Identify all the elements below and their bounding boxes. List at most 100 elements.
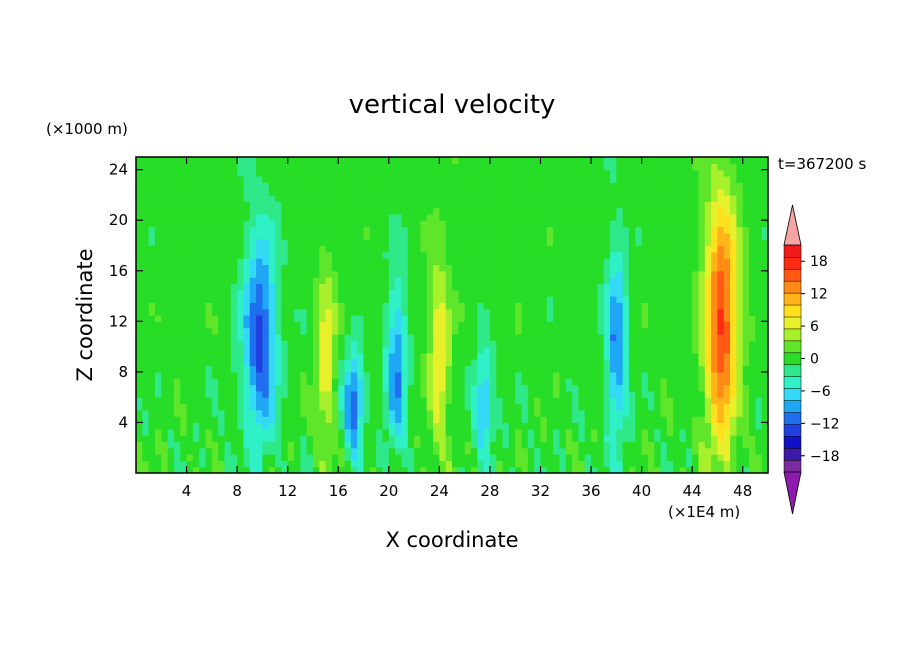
- field-cell: [521, 182, 529, 190]
- field-cell: [357, 213, 365, 221]
- field-cell: [439, 441, 447, 449]
- field-cell: [527, 277, 535, 284]
- field-cell: [723, 289, 731, 297]
- field-cell: [205, 409, 213, 417]
- field-cell: [521, 220, 529, 228]
- field-cell: [489, 201, 497, 209]
- field-cell: [685, 333, 693, 341]
- field-cell: [546, 384, 554, 392]
- field-cell: [527, 232, 535, 240]
- field-cell: [306, 390, 314, 398]
- field-cell: [464, 333, 472, 341]
- field-cell: [673, 327, 681, 335]
- field-cell: [262, 308, 270, 316]
- field-cell: [483, 283, 491, 291]
- field-cell: [673, 390, 681, 398]
- field-cell: [224, 296, 232, 303]
- field-cell: [369, 188, 377, 196]
- field-cell: [711, 340, 719, 348]
- field-cell: [685, 397, 693, 405]
- field-cell: [211, 302, 219, 310]
- field-cell: [572, 251, 579, 259]
- field-cell: [761, 220, 768, 228]
- field-cell: [148, 296, 156, 303]
- field-cell: [730, 239, 737, 247]
- field-cell: [306, 213, 314, 221]
- field-cell: [180, 416, 188, 424]
- field-cell: [723, 416, 731, 424]
- field-cell: [660, 213, 668, 221]
- field-cell: [742, 315, 750, 322]
- field-cell: [136, 232, 143, 240]
- field-cell: [237, 169, 245, 177]
- field-cell: [167, 384, 175, 392]
- field-cell: [319, 258, 327, 266]
- field-cell: [268, 359, 276, 367]
- field-cell: [243, 207, 251, 215]
- field-cell: [249, 245, 257, 253]
- field-cell: [186, 232, 194, 240]
- field-cell: [363, 302, 371, 310]
- field-cell: [199, 454, 207, 461]
- field-cell: [173, 258, 181, 266]
- field-cell: [559, 283, 567, 291]
- field-cell: [698, 409, 706, 417]
- field-cell: [173, 226, 181, 234]
- field-cell: [426, 397, 434, 405]
- field-cell: [382, 441, 390, 449]
- field-cell: [357, 194, 365, 202]
- field-cell: [521, 441, 529, 449]
- field-cell: [388, 264, 396, 272]
- field-cell: [338, 220, 346, 228]
- field-cell: [262, 390, 270, 398]
- field-cell: [148, 460, 156, 468]
- field-cell: [730, 315, 737, 322]
- field-cell: [610, 454, 617, 461]
- field-cell: [591, 352, 598, 360]
- field-cell: [142, 251, 150, 259]
- field-cell: [180, 302, 188, 310]
- field-cell: [136, 315, 143, 322]
- field-cell: [300, 251, 308, 259]
- field-cell: [180, 213, 188, 221]
- field-cell: [154, 435, 162, 442]
- field-cell: [426, 194, 434, 202]
- field-cell: [237, 194, 245, 202]
- field-cell: [628, 175, 636, 183]
- field-cell: [414, 283, 421, 291]
- field-cell: [603, 264, 611, 272]
- field-cell: [692, 201, 700, 209]
- field-cell: [736, 416, 744, 424]
- field-cell: [477, 340, 485, 348]
- field-cell: [654, 416, 662, 424]
- field-cell: [426, 359, 434, 367]
- field-cell: [534, 397, 542, 405]
- field-cell: [489, 283, 497, 291]
- field-cell: [338, 277, 346, 284]
- field-cell: [363, 384, 371, 392]
- field-cell: [148, 175, 156, 183]
- field-cell: [433, 352, 440, 360]
- field-cell: [616, 163, 624, 171]
- field-cell: [275, 321, 282, 329]
- field-cell: [294, 340, 301, 348]
- field-cell: [376, 327, 384, 335]
- field-cell: [730, 264, 737, 272]
- field-cell: [256, 220, 263, 228]
- field-cell: [350, 409, 358, 417]
- field-cell: [180, 384, 188, 392]
- field-cell: [211, 207, 219, 215]
- field-cell: [578, 163, 586, 171]
- field-cell: [553, 226, 561, 234]
- field-cell: [559, 409, 567, 417]
- field-cell: [660, 270, 668, 278]
- field-cell: [350, 441, 358, 449]
- field-cell: [660, 157, 668, 164]
- field-cell: [540, 308, 548, 316]
- field-cell: [388, 277, 396, 284]
- field-cell: [439, 454, 447, 461]
- field-cell: [237, 258, 245, 266]
- field-cell: [452, 403, 459, 411]
- field-cell: [559, 315, 567, 322]
- field-cell: [730, 365, 737, 373]
